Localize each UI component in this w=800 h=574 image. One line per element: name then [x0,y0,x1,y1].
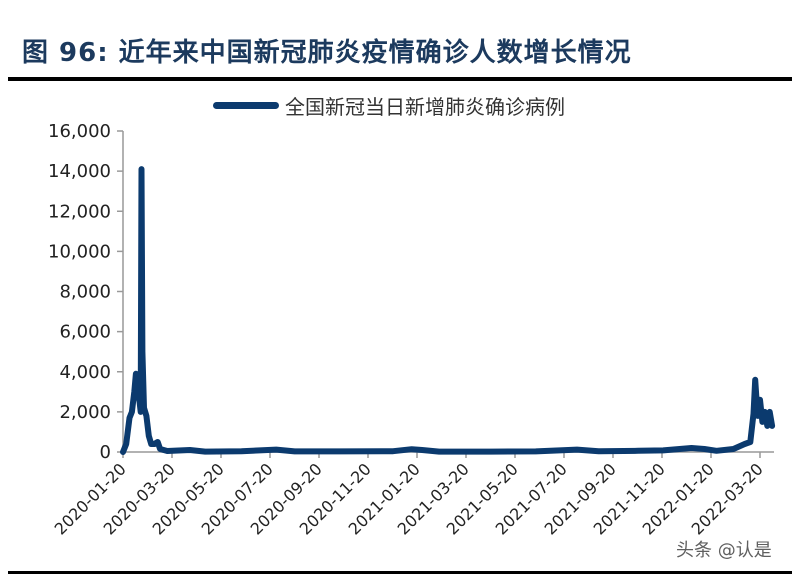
y-tick-label: 0 [100,442,111,463]
legend-line-swatch [213,102,279,109]
figure-title: 图 96: 近年来中国新冠肺炎疫情确诊人数增长情况 [22,38,632,68]
y-tick-label: 8,000 [59,282,111,303]
y-tick-label: 14,000 [48,161,111,182]
y-tick-label: 2,000 [59,402,111,423]
y-tick-label: 6,000 [59,322,111,343]
y-tick-label: 16,000 [48,121,111,142]
legend-label: 全国新冠当日新增肺炎确诊病例 [285,95,565,119]
y-tick-label: 10,000 [48,241,111,262]
top-divider [8,77,792,81]
series-line [120,166,776,455]
y-tick-label: 12,000 [48,201,111,222]
y-tick-label: 4,000 [59,362,111,383]
chart-legend: 全国新冠当日新增肺炎确诊病例 [213,91,565,120]
watermark: 头条 @认是 [676,540,772,561]
bottom-divider [8,571,792,574]
